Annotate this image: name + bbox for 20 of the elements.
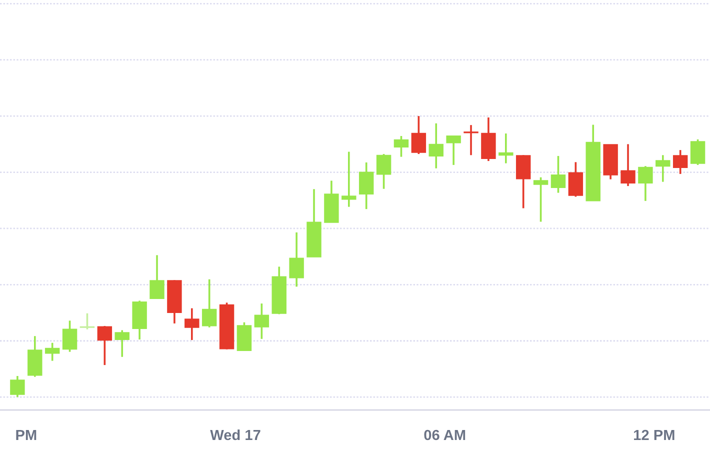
- candlestick: [516, 154, 531, 210]
- candlestick: [184, 307, 200, 341]
- candlestick: [306, 188, 322, 258]
- candlestick: [446, 135, 461, 166]
- x-tick-label: 12 PM: [634, 430, 674, 440]
- x-tick-label: PM: [16, 430, 36, 440]
- candlestick: [44, 342, 60, 362]
- candlestick: [603, 144, 618, 180]
- candlestick: [358, 162, 374, 210]
- candlestick: [672, 149, 688, 175]
- x-tick-label: Wed 17: [210, 429, 260, 440]
- x-tick-label: 06 AM: [424, 430, 466, 440]
- candlestick: [254, 302, 270, 340]
- candlestick: [533, 176, 548, 223]
- candlestick: [10, 375, 25, 398]
- candlestick: [656, 154, 670, 183]
- candlestick: [342, 150, 356, 208]
- candlestick: [150, 254, 164, 300]
- candlestick: [324, 180, 339, 224]
- candlestick: [690, 138, 706, 166]
